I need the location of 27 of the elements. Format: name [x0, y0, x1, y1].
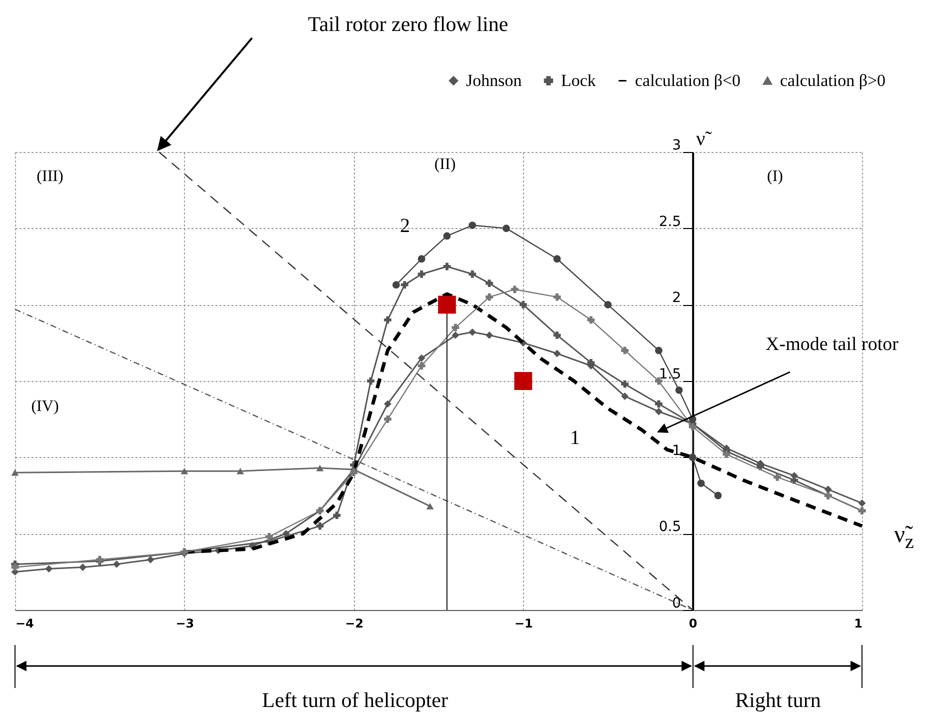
y-tick-label: 2 — [672, 290, 682, 306]
legend-label: Lock — [561, 70, 596, 90]
annotation: (I) — [767, 168, 783, 186]
text: Tail rotor zero flow line — [308, 12, 508, 37]
x-tick-label: −4 — [16, 616, 34, 630]
x-tick-label: 0 — [688, 616, 698, 630]
y-tick-label: 1 — [672, 442, 682, 459]
annotation: (IV) — [31, 398, 59, 416]
text: Right turn — [735, 688, 821, 713]
legend-label: Johnson — [466, 70, 522, 90]
annotation: (II) — [434, 156, 456, 174]
legend-label: calculation β<0 — [635, 70, 741, 90]
x-tick-label: 1 — [854, 616, 862, 630]
y-tick-label: 0.5 — [658, 519, 682, 536]
legend-label: calculation β>0 — [780, 70, 886, 90]
text: Left turn of helicopter — [262, 688, 448, 713]
y-tick-label: 2.5 — [658, 214, 682, 230]
annotation: (III) — [36, 168, 64, 186]
annotation: 1 — [570, 427, 580, 450]
x-tick-label: −2 — [345, 616, 364, 630]
y-tick-label: 0 — [672, 596, 682, 612]
annotation: 2 — [400, 215, 410, 238]
x-tick-label: −1 — [514, 616, 533, 630]
x-axis-title: ν̃$_{z}$ — [894, 522, 914, 554]
annotation: X-mode tail rotor — [766, 334, 898, 356]
x-tick-label: −3 — [176, 616, 194, 630]
y-tick-label: 3 — [672, 138, 682, 154]
